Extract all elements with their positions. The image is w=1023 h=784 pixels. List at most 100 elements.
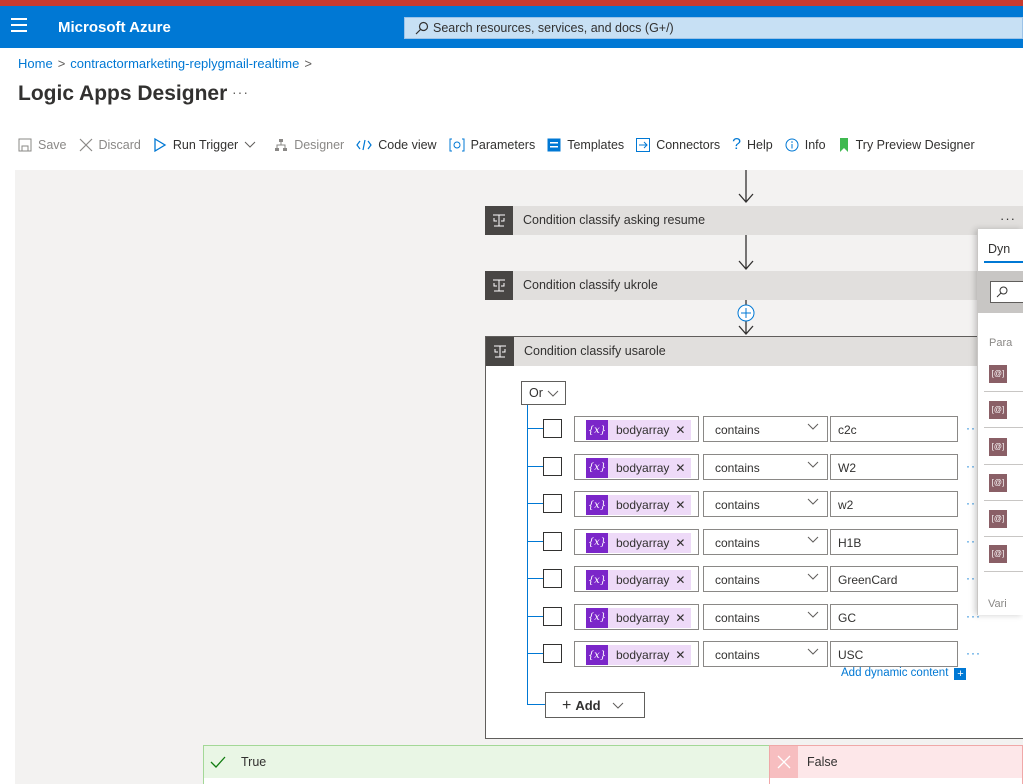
add-condition-button[interactable]: + Add xyxy=(545,692,645,718)
designer-canvas[interactable]: Condition classify asking resume ··· Con… xyxy=(15,170,1023,784)
try-preview-designer-button[interactable]: Try Preview Designer xyxy=(838,138,975,152)
dynamic-token[interactable]: {x} bodyarray ✕ xyxy=(586,645,692,665)
remove-token-icon[interactable]: ✕ xyxy=(675,460,686,475)
page-more-icon[interactable]: ··· xyxy=(232,84,249,100)
more-icon[interactable]: ··· xyxy=(1000,211,1016,226)
row-more-icon[interactable]: ··· xyxy=(966,458,981,473)
breadcrumb-home[interactable]: Home xyxy=(18,56,53,71)
global-search[interactable]: Search resources, services, and docs (G+… xyxy=(404,17,1023,39)
info-button[interactable]: Info xyxy=(785,138,826,152)
left-operand-field[interactable]: {x} bodyarray ✕ xyxy=(574,491,699,517)
remove-token-icon[interactable]: ✕ xyxy=(675,573,686,587)
brand-name[interactable]: Microsoft Azure xyxy=(58,19,171,36)
remove-token-icon[interactable]: ✕ xyxy=(675,648,686,662)
row-more-icon[interactable]: ··· xyxy=(966,533,981,548)
step-condition-asking-resume[interactable]: Condition classify asking resume ··· xyxy=(485,206,1023,235)
breadcrumb-resource[interactable]: contractormarketing-replygmail-realtime xyxy=(70,56,300,71)
parameter-item-icon[interactable]: [@] xyxy=(989,510,1007,528)
operator-value: contains xyxy=(715,498,760,512)
info-icon xyxy=(785,138,799,152)
dynamic-token[interactable]: {x} bodyarray ✕ xyxy=(586,457,692,478)
operator-select[interactable]: contains xyxy=(703,491,828,517)
save-button[interactable]: Save xyxy=(18,138,67,152)
search-icon xyxy=(996,286,1008,298)
left-operand-field[interactable]: {x} bodyarray ✕ xyxy=(574,603,699,630)
row-checkbox[interactable] xyxy=(543,419,562,438)
operator-select[interactable]: contains xyxy=(703,566,828,592)
dynamic-token[interactable]: {x} bodyarray ✕ xyxy=(586,570,692,590)
variable-icon: {x} xyxy=(586,532,608,553)
code-view-button[interactable]: Code view xyxy=(356,138,437,152)
row-more-icon[interactable]: ··· xyxy=(966,646,981,660)
right-operand-field[interactable]: c2c xyxy=(830,416,958,442)
operator-value: contains xyxy=(715,423,760,437)
operator-select[interactable]: contains xyxy=(703,453,828,480)
parameter-item-icon[interactable]: [@] xyxy=(989,545,1007,563)
row-checkbox[interactable] xyxy=(543,531,562,551)
operator-select[interactable]: contains xyxy=(703,603,828,630)
row-checkbox[interactable] xyxy=(543,644,562,663)
search-placeholder: Search resources, services, and docs (G+… xyxy=(433,21,674,35)
designer-button[interactable]: Designer xyxy=(274,138,344,152)
arrow-down-icon xyxy=(738,235,754,270)
row-more-icon[interactable]: ··· xyxy=(966,571,981,585)
run-trigger-label: Run Trigger xyxy=(172,138,239,152)
operator-select[interactable]: contains xyxy=(703,641,828,667)
operator-select[interactable]: contains xyxy=(703,416,828,442)
dynamic-token[interactable]: {x} bodyarray ✕ xyxy=(586,607,692,628)
panel-search[interactable] xyxy=(978,271,1023,313)
right-operand-field[interactable]: GreenCard xyxy=(830,566,958,592)
templates-button[interactable]: Templates xyxy=(547,138,624,152)
row-more-icon[interactable]: ··· xyxy=(966,608,981,623)
group-operator-select[interactable]: Or xyxy=(521,381,566,405)
divider xyxy=(984,571,1023,572)
left-operand-field[interactable]: {x} bodyarray ✕ xyxy=(574,528,699,555)
remove-token-icon[interactable]: ✕ xyxy=(675,423,686,437)
right-operand-field[interactable]: USC xyxy=(830,641,958,667)
add-dynamic-content-link[interactable]: Add dynamic content + xyxy=(841,667,967,680)
connectors-button[interactable]: Connectors xyxy=(636,138,720,152)
help-button[interactable]: ? Help xyxy=(732,136,773,154)
row-more-icon[interactable]: ··· xyxy=(966,496,981,510)
true-branch[interactable]: True xyxy=(203,745,776,784)
insert-step-plus-icon[interactable] xyxy=(737,300,755,336)
dynamic-token[interactable]: {x} bodyarray ✕ xyxy=(586,495,692,515)
parameters-button[interactable]: Parameters xyxy=(449,138,535,152)
operator-select[interactable]: contains xyxy=(703,528,828,555)
parameter-item-icon[interactable]: [@] xyxy=(989,365,1007,383)
right-operand-field[interactable]: w2 xyxy=(830,491,958,517)
condition-header[interactable]: Condition classify usarole ··· xyxy=(486,337,1023,366)
row-checkbox[interactable] xyxy=(543,569,562,588)
connector-line xyxy=(527,578,543,579)
remove-token-icon[interactable]: ✕ xyxy=(675,535,686,550)
parameter-item-icon[interactable]: [@] xyxy=(989,401,1007,419)
page-title: Logic Apps Designer xyxy=(18,82,228,105)
step-condition-ukrole[interactable]: Condition classify ukrole ··· xyxy=(485,271,1023,300)
hamburger-menu-icon[interactable] xyxy=(11,18,27,32)
dynamic-token[interactable]: {x} bodyarray ✕ xyxy=(586,420,692,440)
remove-token-icon[interactable]: ✕ xyxy=(675,498,686,512)
discard-button[interactable]: Discard xyxy=(79,138,141,152)
right-operand-field[interactable]: W2 xyxy=(830,453,958,480)
dynamic-token[interactable]: {x} bodyarray ✕ xyxy=(586,532,692,553)
close-icon xyxy=(770,746,798,778)
right-operand-field[interactable]: GC xyxy=(830,603,958,630)
close-icon xyxy=(79,138,92,152)
run-trigger-button[interactable]: Run Trigger xyxy=(153,138,262,152)
row-more-icon[interactable]: ··· xyxy=(966,421,981,435)
row-checkbox[interactable] xyxy=(543,494,562,513)
right-operand-field[interactable]: H1B xyxy=(830,528,958,555)
connectors-label: Connectors xyxy=(656,138,721,152)
row-checkbox[interactable] xyxy=(543,606,562,626)
false-branch[interactable]: False xyxy=(769,745,1023,784)
row-checkbox[interactable] xyxy=(543,456,562,476)
left-operand-field[interactable]: {x} bodyarray ✕ xyxy=(574,416,699,442)
left-operand-field[interactable]: {x} bodyarray ✕ xyxy=(574,566,699,592)
left-operand-field[interactable]: {x} bodyarray ✕ xyxy=(574,641,699,667)
parameter-item-icon[interactable]: [@] xyxy=(989,474,1007,492)
left-operand-field[interactable]: {x} bodyarray ✕ xyxy=(574,453,699,480)
tab-underline xyxy=(984,261,1023,263)
remove-token-icon[interactable]: ✕ xyxy=(675,610,686,625)
parameter-item-icon[interactable]: [@] xyxy=(989,438,1007,456)
play-icon xyxy=(154,138,167,152)
